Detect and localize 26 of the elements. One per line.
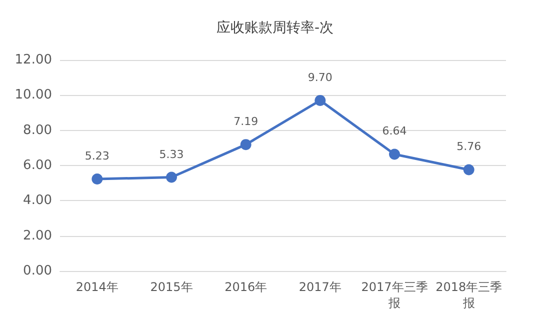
data-label: 5.33	[159, 148, 184, 161]
x-tick-label: 2014年	[76, 280, 118, 294]
point	[389, 148, 400, 160]
x-tick-label: 2016年	[224, 280, 268, 294]
chart-title: 应收账款周转率-次	[216, 20, 334, 36]
x-tick-label: 2017年三季报	[361, 280, 428, 310]
y-tick-label: 4.00	[23, 193, 52, 208]
data-label: 5.23	[84, 150, 110, 163]
data-label: 6.64	[382, 124, 407, 138]
x-tick-label: 2018年三季报	[436, 280, 502, 310]
x-tick-label: 2015年	[150, 280, 193, 294]
y-tick-label: 0.00	[23, 264, 52, 278]
y-tick-label: 8.00	[23, 122, 52, 138]
point	[166, 172, 177, 183]
point	[240, 139, 252, 150]
point	[463, 164, 474, 176]
data-label: 7.19	[234, 115, 258, 128]
point	[92, 174, 103, 185]
y-tick-label: 6.00	[23, 158, 52, 173]
y-tick-label: 10.00	[14, 88, 52, 103]
y-tick-label: 12.00	[14, 52, 52, 68]
data-label: 5.76	[456, 140, 482, 154]
y-tick-label: 2.00	[23, 228, 52, 244]
x-tick-label: 2017年	[298, 280, 342, 294]
data-label: 9.70	[308, 70, 332, 84]
point	[314, 94, 326, 106]
